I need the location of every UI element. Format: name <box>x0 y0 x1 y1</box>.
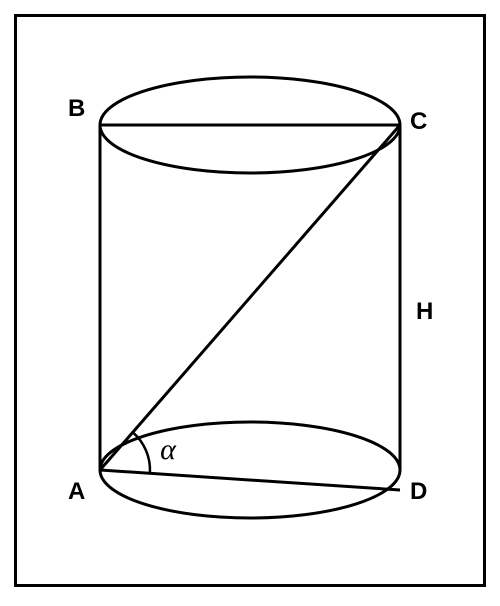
line-ad <box>100 470 400 490</box>
alpha-label: α <box>160 433 177 466</box>
line-ac <box>100 125 400 470</box>
label-c: C <box>410 108 427 136</box>
label-h: H <box>416 298 433 326</box>
bottom-ellipse <box>100 422 400 518</box>
label-a: A <box>68 478 85 506</box>
label-d: D <box>410 478 427 506</box>
label-b: B <box>68 95 85 123</box>
